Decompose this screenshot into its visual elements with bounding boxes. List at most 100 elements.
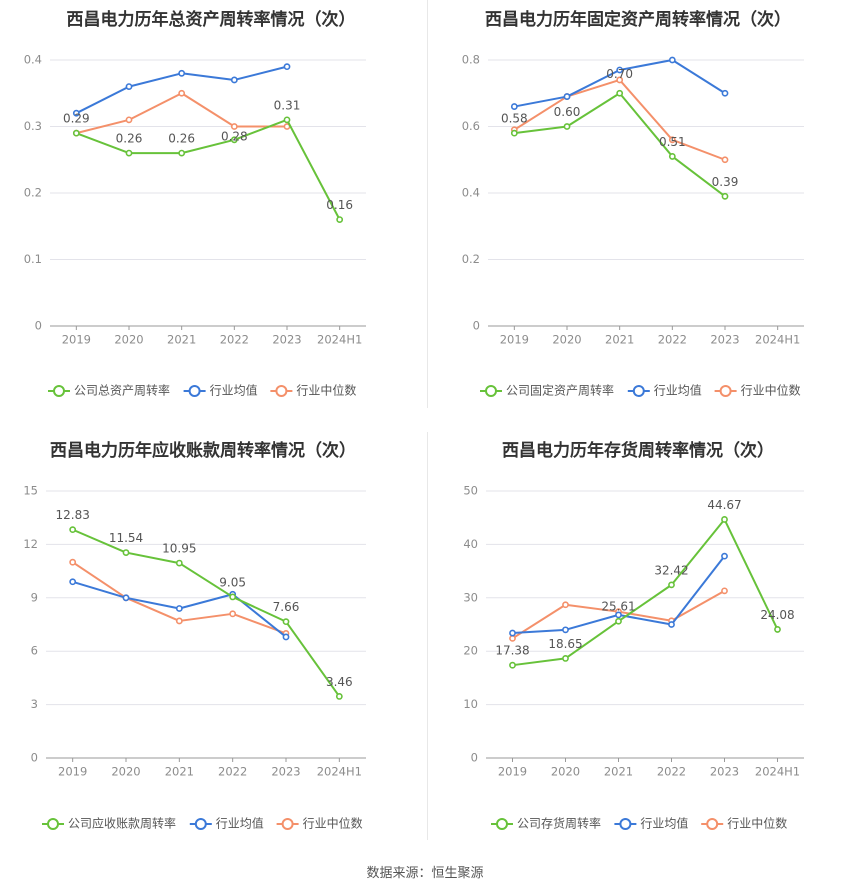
data-point-company (175, 559, 183, 567)
legend-swatch-marker (496, 818, 508, 830)
series-line-median (76, 92, 287, 135)
x-tick-label: 2022 (657, 765, 686, 779)
data-label: 0.31 (274, 98, 301, 112)
data-point-avg (122, 594, 130, 602)
legend-item-company: 公司存货周转率 (491, 816, 601, 831)
y-tick-label: 0.2 (24, 186, 42, 200)
data-point-avg (562, 626, 569, 634)
series-line-company (75, 118, 341, 221)
data-point-avg (178, 69, 186, 77)
chart-panel-1: 西昌电力历年总资产周转率情况（次） 0 0.1 0.2 0.3 0.4 2019 2020 20… (24, 9, 366, 398)
y-tick-label: 0.8 (462, 53, 480, 67)
data-label: 0.26 (116, 132, 143, 146)
y-tick-label: 0 (31, 751, 38, 765)
x-tick-label: 2020 (552, 333, 581, 347)
series-line-company (512, 518, 779, 667)
data-point-avg (283, 63, 291, 71)
legend-label: 行业均值 (654, 383, 702, 398)
data-label: 0.26 (168, 132, 195, 146)
legend-swatch-marker (485, 385, 497, 397)
data-point-company (509, 661, 516, 669)
legend-swatch-marker (188, 385, 201, 397)
data-point-company (721, 192, 729, 200)
legend-item-median: 行业中位数 (270, 383, 356, 398)
x-tick-label: 2023 (710, 333, 739, 347)
data-point-company (229, 593, 237, 601)
x-tick-label: 2021 (165, 765, 194, 779)
data-source-note: 数据来源：恒生聚源 (366, 866, 484, 881)
data-label: 0.51 (659, 135, 686, 149)
data-point-company (721, 516, 728, 523)
legend-swatch-marker (47, 818, 59, 830)
data-point-median (616, 76, 624, 84)
legend-swatch-marker (619, 818, 632, 830)
legend-label: 公司存货周转率 (517, 816, 601, 831)
chart-panel-3: 西昌电力历年应收账款周转率情况（次） 0 3 6 9 12 15 2019 2020 2021 20… (23, 440, 366, 831)
data-label: 0.60 (554, 105, 581, 119)
data-label: 0.16 (326, 198, 353, 212)
data-point-company (774, 626, 781, 633)
y-tick-label: 3 (31, 697, 38, 711)
data-point-avg (509, 629, 516, 637)
legend-item-median: 行业中位数 (714, 383, 801, 398)
data-point-median (509, 634, 516, 642)
legend-swatch-marker (632, 385, 645, 397)
data-label: 24.08 (760, 608, 794, 622)
data-point-avg (510, 103, 518, 110)
data-point-avg (615, 611, 622, 619)
y-tick-label: 30 (463, 590, 478, 604)
data-point-median (721, 587, 728, 595)
legend-label: 行业均值 (640, 816, 688, 831)
x-tick-label: 2019 (62, 333, 91, 347)
y-tick-label: 50 (463, 484, 478, 498)
x-tick-label: 2020 (551, 765, 580, 779)
legend-item-median: 行业中位数 (701, 816, 787, 831)
data-label: 18.65 (548, 637, 582, 651)
data-point-avg (175, 605, 183, 612)
data-point-company (230, 136, 238, 144)
data-point-company (178, 149, 186, 157)
data-point-company (72, 129, 80, 137)
panel-divider-top (427, 0, 428, 408)
data-point-avg (69, 578, 77, 586)
x-tick-label: 2022 (220, 333, 249, 347)
data-point-avg (72, 109, 80, 117)
data-point-median (229, 610, 237, 618)
y-tick-label: 10 (463, 697, 478, 711)
x-tick-label: 2021 (605, 333, 634, 347)
legend-item-avg: 行业均值 (627, 383, 702, 398)
chart-title: 西昌电力历年总资产周转率情况（次） (67, 9, 356, 30)
series-line-company (72, 528, 341, 697)
legend-label: 公司应收账款周转率 (68, 816, 176, 831)
y-tick-label: 12 (23, 537, 38, 551)
legend-item-avg: 行业均值 (614, 816, 688, 831)
x-tick-label: 2020 (111, 765, 140, 779)
data-point-median (178, 89, 186, 97)
x-tick-label: 2024H1 (317, 765, 362, 779)
data-point-avg (721, 89, 729, 97)
data-point-avg (563, 93, 571, 100)
x-tick-label: 2024H1 (755, 765, 800, 779)
y-tick-label: 0.4 (462, 186, 480, 200)
x-tick-label: 2024H1 (755, 333, 800, 347)
legend-swatch-marker (281, 818, 294, 830)
data-label: 25.61 (601, 600, 635, 614)
legend-label: 公司固定资产周转率 (506, 383, 614, 398)
data-label: 12.83 (55, 508, 89, 522)
data-point-company (122, 549, 130, 556)
legend-swatch-marker (719, 385, 732, 397)
chart-panel-4: 西昌电力历年存货周转率情况（次） 0 10 20 30 40 50 2019 2020 2021 2… (463, 440, 804, 831)
data-label: 3.46 (326, 675, 353, 689)
legend-item-company: 公司应收账款周转率 (42, 816, 176, 831)
y-tick-label: 0.4 (24, 53, 42, 67)
legend-item-company: 公司固定资产周转率 (480, 383, 614, 398)
data-point-company (283, 116, 291, 124)
data-point-avg (125, 83, 133, 90)
legend-label: 行业中位数 (727, 816, 787, 831)
panel-divider-bottom (427, 432, 428, 840)
data-point-company (563, 123, 571, 130)
x-tick-label: 2021 (604, 765, 633, 779)
data-label: 11.54 (109, 531, 143, 545)
data-label: 7.66 (273, 600, 300, 614)
legend-label: 行业中位数 (303, 816, 363, 831)
